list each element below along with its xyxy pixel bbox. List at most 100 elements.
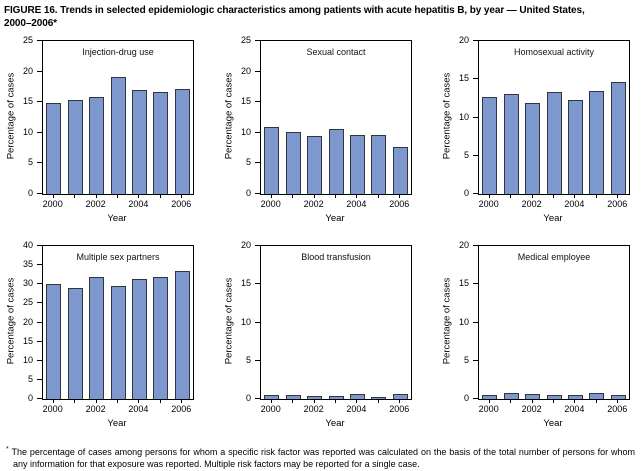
bar-2004 [349, 394, 365, 399]
bar-2002 [525, 394, 541, 399]
bar-2005 [371, 397, 387, 399]
bar-2004 [131, 278, 147, 399]
x-tick-label-2006: 2006 [607, 199, 628, 209]
y-tick-label-20: 20 [458, 35, 469, 45]
x-tick-mark [574, 399, 576, 403]
chart-title: Medical employee [517, 252, 591, 262]
y-tick-label-0: 0 [245, 393, 251, 403]
y-axis-ticks: 0 5 10 15 20 25 30 35 40 [4, 240, 42, 403]
x-tick-mark [270, 399, 272, 403]
chart-sexual-contact: Percentage of cases 0 5 10 15 20 25 Sexual co… [222, 35, 422, 232]
figure-title-line2: 2000–2006* [4, 17, 57, 29]
y-tick-label-25: 25 [22, 297, 33, 308]
y-tick-mark [37, 245, 42, 246]
x-tick-mark [117, 194, 118, 198]
x-tick-mark [313, 399, 315, 403]
y-tick-mark [37, 321, 42, 323]
x-tick-mark [181, 399, 183, 403]
y-tick-mark [37, 302, 42, 304]
x-axis-ticks: 2000 2002 2004 2006 [42, 194, 192, 212]
x-axis-label: Year [107, 418, 127, 429]
y-tick-mark [473, 398, 478, 399]
y-tick-mark [37, 70, 42, 72]
x-tick-mark [138, 399, 140, 403]
x-tick-mark [74, 399, 76, 403]
y-tick-mark [37, 359, 42, 361]
x-tick-mark [356, 399, 358, 403]
x-axis-label: Year [325, 418, 345, 429]
chart-title: Homosexual activity [513, 47, 595, 57]
x-axis-ticks: 2000 2002 2004 2006 [478, 399, 628, 417]
y-tick-label-0: 0 [245, 188, 251, 198]
x-tick-mark [488, 399, 490, 403]
x-tick-label-2004: 2004 [346, 199, 367, 209]
chart-title: Injection-drug use [82, 47, 154, 57]
y-tick-label-10: 10 [458, 111, 469, 122]
y-tick-label-5: 5 [27, 373, 33, 384]
x-tick-mark [52, 194, 54, 198]
y-axis-ticks: 0 5 10 15 20 [440, 35, 478, 198]
x-tick-mark [510, 399, 512, 403]
bar-2001 [285, 132, 301, 194]
x-tick-mark [531, 194, 533, 198]
y-tick-mark [37, 340, 42, 342]
x-tick-label-2000: 2000 [260, 199, 281, 209]
x-tick-mark [138, 194, 140, 198]
x-tick-label-2006: 2006 [171, 404, 192, 414]
bar-2002 [89, 276, 105, 399]
y-tick-label-5: 5 [245, 157, 251, 168]
x-tick-mark [574, 194, 576, 198]
x-tick-label-2000: 2000 [478, 199, 499, 209]
y-tick-label-20: 20 [458, 240, 469, 250]
y-tick-label-10: 10 [458, 316, 469, 327]
y-tick-mark [37, 40, 42, 41]
bar-2005 [153, 92, 169, 194]
bar-2002 [89, 97, 105, 194]
y-tick-mark [255, 245, 260, 246]
x-axis-label: Year [543, 418, 563, 429]
charts-grid: Percentage of cases 0 5 10 15 20 25 Injection… [4, 35, 637, 437]
bar-2002 [525, 102, 541, 194]
y-tick-mark [255, 70, 260, 72]
x-axis-ticks: 2000 2002 2004 2006 [260, 194, 410, 212]
bar-2001 [503, 93, 519, 194]
y-tick-label-5: 5 [463, 149, 469, 160]
y-tick-label-25: 25 [240, 35, 251, 45]
y-tick-mark [37, 398, 42, 399]
x-axis-label: Year [543, 213, 563, 224]
y-tick-mark [37, 162, 42, 164]
y-tick-mark [473, 283, 478, 285]
y-tick-mark [37, 193, 42, 194]
x-tick-mark [510, 194, 512, 198]
x-tick-mark [617, 194, 619, 198]
plot-area: Injection-drug use [42, 40, 194, 195]
x-tick-mark [553, 399, 554, 403]
bar-2000 [264, 126, 280, 194]
x-tick-mark [595, 194, 597, 198]
y-tick-mark [255, 131, 260, 133]
y-tick-mark [255, 283, 260, 285]
y-tick-label-0: 0 [27, 393, 33, 403]
y-tick-mark [473, 321, 478, 323]
y-tick-mark [255, 398, 260, 399]
y-tick-mark [255, 359, 260, 361]
y-tick-mark [473, 245, 478, 246]
y-axis-ticks: 0 5 10 15 20 25 [222, 35, 260, 198]
bar-2003 [546, 395, 562, 399]
y-tick-mark [473, 154, 478, 156]
x-tick-label-2004: 2004 [564, 404, 585, 414]
bar-2002 [307, 395, 323, 399]
plot-area: Blood transfusion [260, 245, 412, 400]
x-tick-label-2002: 2002 [303, 404, 324, 414]
x-tick-label-2002: 2002 [521, 199, 542, 209]
y-tick-label-15: 15 [240, 96, 251, 107]
y-tick-label-20: 20 [22, 316, 33, 327]
y-tick-mark [473, 116, 478, 118]
x-tick-label-2006: 2006 [389, 404, 410, 414]
bars-container [479, 41, 629, 194]
figure-footnote: * The percentage of cases among persons … [4, 445, 637, 470]
bar-2003 [328, 395, 344, 399]
x-tick-mark [595, 399, 597, 403]
y-tick-mark [473, 359, 478, 361]
bars-container [261, 246, 411, 399]
